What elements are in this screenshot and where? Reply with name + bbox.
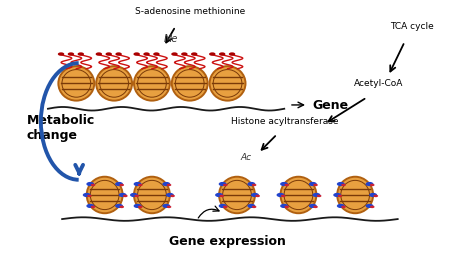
Circle shape: [167, 206, 171, 208]
Text: Me: Me: [164, 34, 178, 44]
Ellipse shape: [210, 67, 246, 101]
Circle shape: [134, 53, 140, 57]
Circle shape: [134, 204, 142, 208]
Ellipse shape: [219, 177, 255, 213]
Text: Acetyl-CoA: Acetyl-CoA: [354, 79, 403, 88]
Circle shape: [333, 193, 341, 197]
Ellipse shape: [87, 177, 123, 213]
Circle shape: [251, 193, 259, 197]
Circle shape: [58, 53, 64, 57]
Circle shape: [96, 53, 102, 57]
Circle shape: [68, 53, 74, 57]
Circle shape: [337, 195, 342, 197]
Circle shape: [138, 184, 143, 186]
Ellipse shape: [134, 67, 170, 101]
Ellipse shape: [96, 67, 132, 101]
Circle shape: [229, 53, 235, 57]
Circle shape: [118, 193, 127, 197]
Circle shape: [370, 184, 374, 186]
Ellipse shape: [337, 177, 373, 213]
Ellipse shape: [58, 67, 94, 101]
Circle shape: [130, 193, 138, 197]
Circle shape: [219, 182, 227, 186]
Circle shape: [280, 204, 288, 208]
Circle shape: [138, 206, 143, 208]
Circle shape: [119, 184, 124, 186]
Text: S-adenosine methionine: S-adenosine methionine: [135, 7, 245, 16]
Text: Gene: Gene: [313, 99, 349, 112]
Circle shape: [87, 195, 92, 197]
Ellipse shape: [134, 177, 170, 213]
Ellipse shape: [281, 177, 317, 213]
Text: Ac: Ac: [241, 152, 252, 161]
Circle shape: [252, 184, 256, 186]
Circle shape: [365, 204, 374, 208]
Circle shape: [167, 184, 171, 186]
Circle shape: [309, 182, 317, 186]
Circle shape: [252, 206, 256, 208]
Circle shape: [134, 195, 139, 197]
Text: Histone acyltransferase: Histone acyltransferase: [230, 117, 338, 126]
Circle shape: [219, 53, 226, 57]
Circle shape: [341, 184, 346, 186]
Circle shape: [313, 184, 318, 186]
Circle shape: [276, 193, 284, 197]
Circle shape: [247, 204, 255, 208]
Circle shape: [209, 53, 216, 57]
Circle shape: [370, 206, 374, 208]
Circle shape: [163, 204, 170, 208]
Circle shape: [91, 206, 95, 208]
Circle shape: [255, 195, 260, 197]
Circle shape: [312, 193, 320, 197]
Circle shape: [78, 53, 84, 57]
Circle shape: [86, 182, 94, 186]
Circle shape: [284, 184, 289, 186]
Circle shape: [91, 184, 95, 186]
Circle shape: [86, 204, 94, 208]
Circle shape: [153, 53, 160, 57]
Circle shape: [281, 195, 285, 197]
Circle shape: [170, 195, 175, 197]
Circle shape: [284, 206, 289, 208]
Circle shape: [247, 182, 255, 186]
Circle shape: [181, 53, 188, 57]
Circle shape: [166, 193, 174, 197]
Circle shape: [223, 184, 228, 186]
Circle shape: [223, 206, 228, 208]
Circle shape: [337, 204, 345, 208]
Circle shape: [365, 182, 374, 186]
Circle shape: [171, 53, 178, 57]
Circle shape: [219, 195, 224, 197]
Circle shape: [313, 206, 318, 208]
Circle shape: [115, 53, 122, 57]
Circle shape: [369, 193, 377, 197]
Circle shape: [191, 53, 198, 57]
Circle shape: [119, 206, 124, 208]
Text: Metabolic
change: Metabolic change: [27, 113, 95, 141]
Circle shape: [219, 204, 227, 208]
Circle shape: [337, 182, 345, 186]
Circle shape: [83, 193, 91, 197]
Text: Gene expression: Gene expression: [169, 234, 286, 247]
Circle shape: [374, 195, 378, 197]
Ellipse shape: [172, 67, 208, 101]
Circle shape: [309, 204, 317, 208]
Circle shape: [115, 182, 123, 186]
Circle shape: [123, 195, 128, 197]
Circle shape: [341, 206, 346, 208]
Circle shape: [134, 182, 142, 186]
Circle shape: [163, 182, 170, 186]
Circle shape: [106, 53, 112, 57]
Circle shape: [115, 204, 123, 208]
Circle shape: [317, 195, 321, 197]
Circle shape: [215, 193, 223, 197]
Circle shape: [280, 182, 288, 186]
Text: TCA cycle: TCA cycle: [390, 22, 434, 31]
Circle shape: [143, 53, 150, 57]
